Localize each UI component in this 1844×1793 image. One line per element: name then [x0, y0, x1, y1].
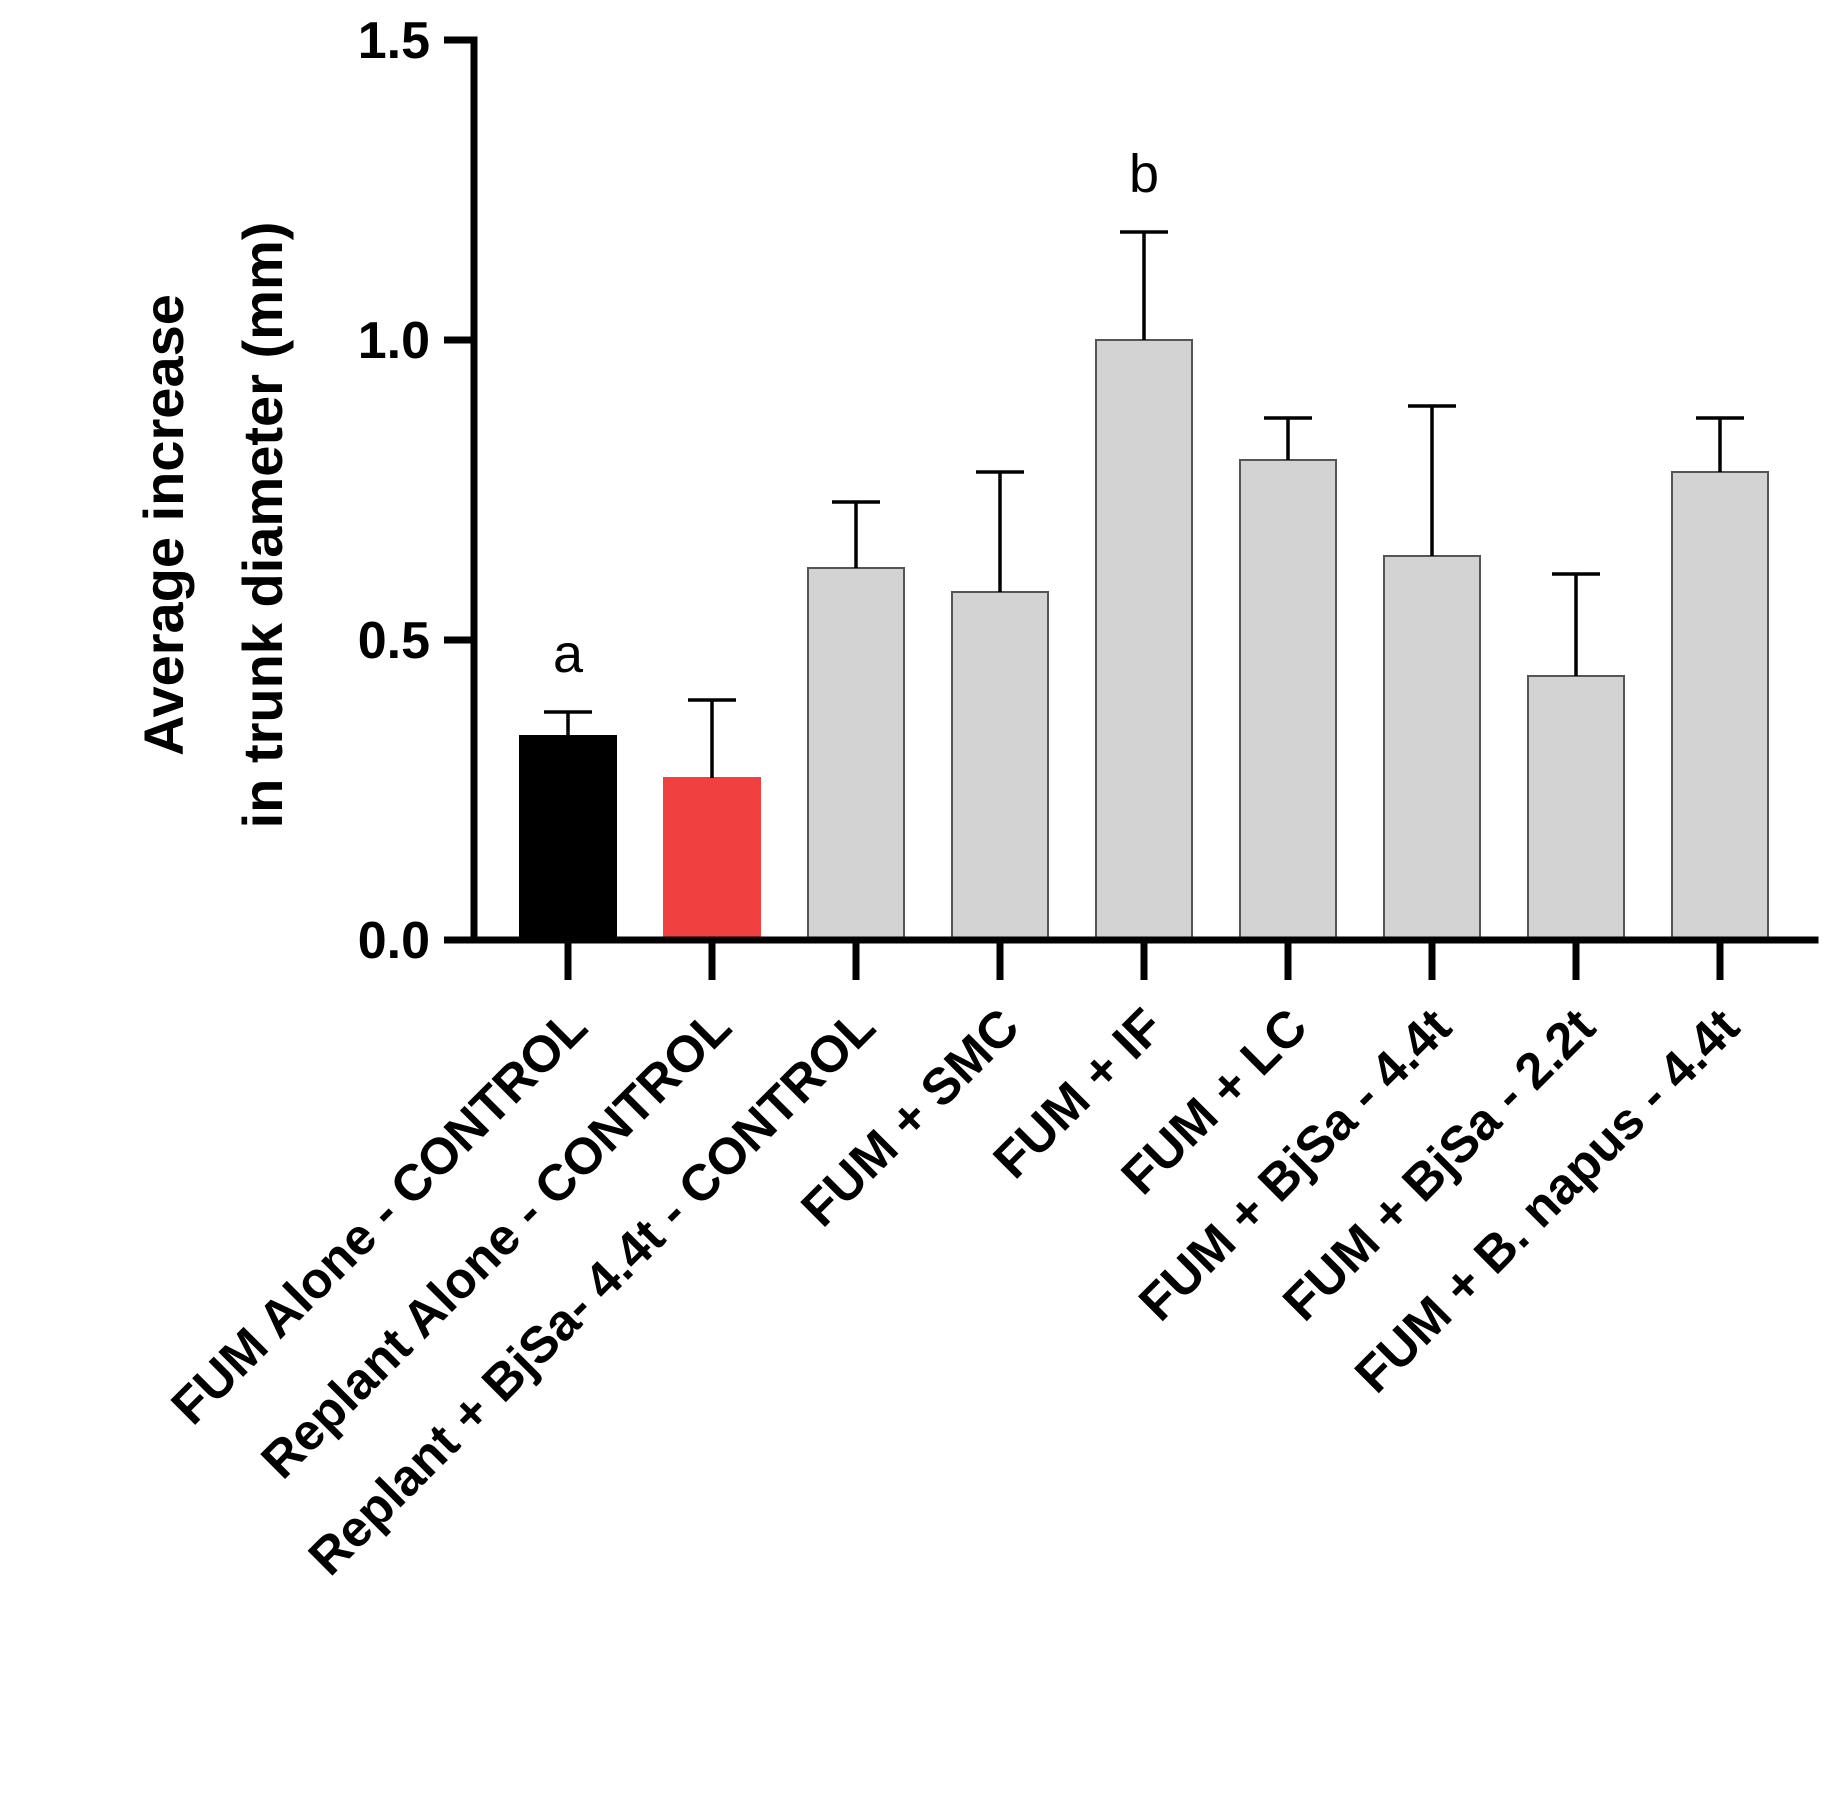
bars: [519, 339, 1769, 941]
bar-8: [1527, 675, 1625, 941]
y-tick-label: 1.5: [358, 12, 430, 70]
bar-7: [1383, 555, 1481, 941]
error-bars: [544, 230, 1744, 778]
bar-9: [1671, 471, 1769, 941]
y-tick-label: 0.5: [358, 612, 430, 670]
significance-letter: a: [553, 624, 584, 684]
bar-5: [1095, 339, 1193, 941]
y-axis-ticks: 0.0 0.5 1.0 1.5: [358, 12, 474, 970]
bar-1: [519, 735, 617, 941]
significance-letter: b: [1129, 144, 1159, 204]
bar-6: [1239, 459, 1337, 941]
y-axis-title-line-2: in trunk diameter (mm): [231, 222, 294, 829]
y-axis-title-line-1: Average increase: [132, 294, 195, 756]
bar-3: [807, 567, 905, 941]
bar-4: [951, 591, 1049, 941]
y-tick-label: 1.0: [358, 312, 430, 370]
x-category-label: Replant + BjSa- 4.4t - CONTROL: [297, 997, 885, 1585]
x-axis-ticks: [564, 940, 1724, 980]
y-axis-title: Average increase in trunk diameter (mm): [132, 222, 294, 829]
y-tick-label: 0.0: [358, 912, 430, 970]
significance-annotations: ab: [553, 144, 1159, 684]
bar-2: [663, 777, 761, 941]
